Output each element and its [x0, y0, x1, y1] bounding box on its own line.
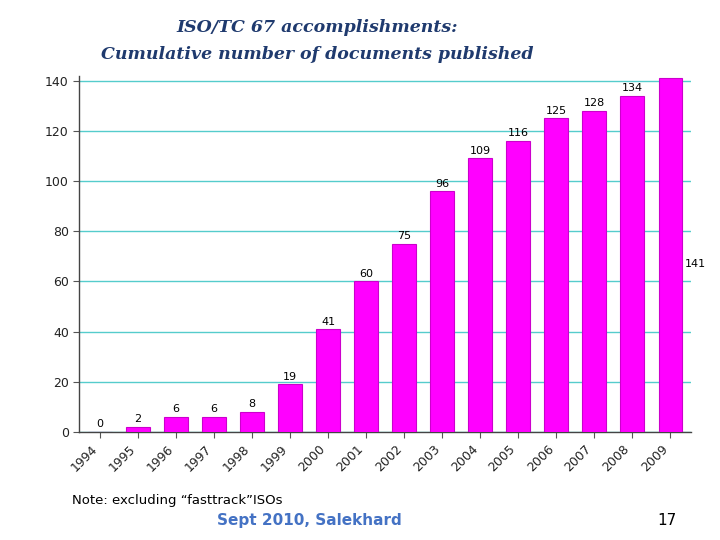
Text: 17: 17 — [657, 513, 677, 528]
Text: 2: 2 — [135, 415, 142, 424]
Text: 128: 128 — [584, 98, 605, 108]
Text: 96: 96 — [435, 179, 449, 188]
Bar — [431, 191, 454, 432]
Text: 141: 141 — [685, 260, 706, 269]
Bar — [469, 158, 492, 432]
Text: Note: excluding “fasttrack”ISOs: Note: excluding “fasttrack”ISOs — [72, 494, 282, 507]
Text: 41: 41 — [321, 316, 336, 327]
Bar — [659, 78, 682, 432]
Bar — [621, 96, 644, 432]
Text: ISO/TC 67 accomplishments:: ISO/TC 67 accomplishments: — [176, 19, 457, 36]
Bar — [126, 427, 150, 432]
Bar — [354, 281, 378, 432]
Text: 109: 109 — [469, 146, 491, 156]
Bar — [506, 141, 530, 432]
Bar — [316, 329, 340, 432]
Text: 125: 125 — [546, 106, 567, 116]
Text: 75: 75 — [397, 231, 411, 241]
Bar — [240, 412, 264, 432]
Text: 6: 6 — [173, 404, 179, 414]
Bar — [392, 244, 416, 432]
Bar — [544, 118, 568, 432]
Text: 6: 6 — [211, 404, 217, 414]
Text: 0: 0 — [96, 420, 104, 429]
Bar — [279, 384, 302, 432]
Bar — [164, 417, 188, 432]
Text: 8: 8 — [248, 400, 256, 409]
Text: 116: 116 — [508, 129, 528, 138]
Bar — [582, 111, 606, 432]
Text: Sept 2010, Salekhard: Sept 2010, Salekhard — [217, 513, 402, 528]
Text: 134: 134 — [621, 83, 643, 93]
Text: 60: 60 — [359, 269, 373, 279]
Text: Cumulative number of documents published: Cumulative number of documents published — [101, 46, 533, 63]
Text: 19: 19 — [283, 372, 297, 382]
Bar — [202, 417, 226, 432]
